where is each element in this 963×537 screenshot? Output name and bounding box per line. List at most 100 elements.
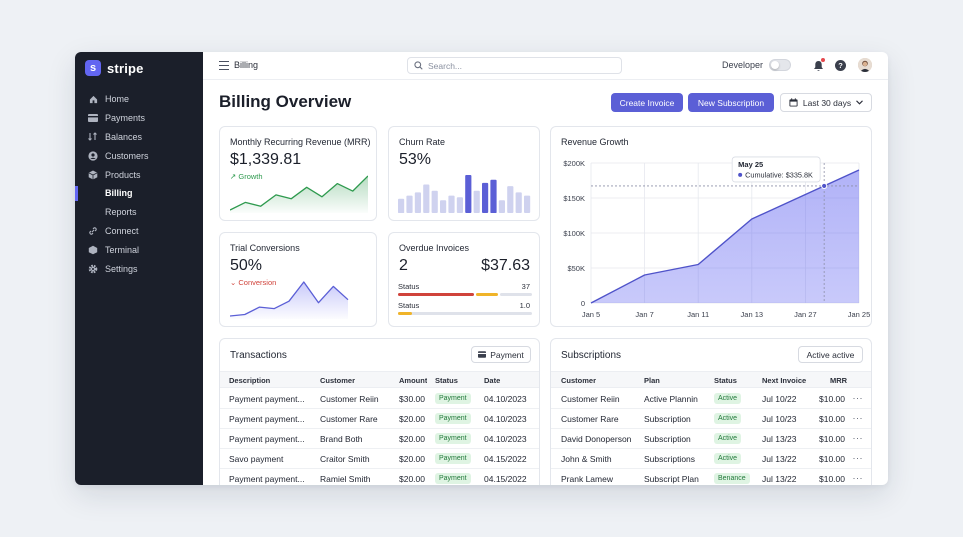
description-cell: Payment payment... [229,434,305,444]
description-cell: Payment payment... [229,414,305,424]
column-header[interactable]: Customer [561,376,597,385]
notifications-button[interactable] [813,58,825,77]
column-header[interactable]: MRR [830,376,848,385]
status-badge: Active [714,433,742,444]
sidebar-item-customers[interactable]: Customers [75,146,203,165]
churn-bar [482,182,489,213]
developer-toggle[interactable] [769,59,791,71]
more-options-icon[interactable]: ··· [852,413,863,423]
new-subscription-button[interactable]: New Subscription [688,93,774,112]
sidebar-item-billing[interactable]: Billing [75,184,203,203]
sidebar-item-products[interactable]: Products [75,165,203,184]
subscriptions-title: Subscriptions [561,350,622,361]
table-row[interactable]: Payment payment... Customer Reiin $30.00 Pa… [220,389,539,409]
next-invoice-cell: Jul 10/23 [762,414,797,424]
table-row[interactable]: David Donoperson Subscription Active Jul 13… [551,429,871,449]
sidebar-item-terminal[interactable]: Terminal [75,240,203,259]
column-header[interactable]: Amount [399,376,428,385]
table-row[interactable]: Prank Lamew Subscript Plan Benance Jul 13/2… [551,469,871,485]
table-row[interactable]: Customer Reiin Active Plannin Active Jul 10… [551,389,871,409]
payment-filter-button[interactable]: Payment [471,346,531,363]
churn-bar [524,195,531,213]
amount-cell: $30.00 [399,394,425,404]
sidebar-item-connect[interactable]: Connect [75,222,203,241]
churn-card[interactable]: Churn Rate 53% [388,126,540,221]
table-row[interactable]: Customer Rare Subscription Active Jul 10/23… [551,409,871,429]
x-tick-label: Jan 5 [582,310,600,319]
table-row[interactable]: Payment payment... Ramiel Smith $20.00 Paym… [220,469,539,485]
chevron-down-icon: ⌄ [230,278,239,287]
create-invoice-button[interactable]: Create Invoice [611,93,683,112]
sidebar-item-payments[interactable]: Payments [75,109,203,128]
sidebar-item-label: Home [105,94,130,105]
search-input[interactable]: Search... [407,57,622,74]
table-row[interactable]: Payment payment... Customer Rare $20.00 Pay… [220,409,539,429]
hover-point[interactable] [821,182,828,190]
mrr-sparkline-area [230,176,368,213]
sidebar-item-home[interactable]: Home [75,90,203,109]
date-cell: 04.15/2022 [484,454,527,464]
status-badge: Active [714,413,742,424]
column-header[interactable]: Next Invoice [762,376,807,385]
trial-card[interactable]: Trial Conversions 50% ⌄ Conversion [219,232,377,327]
status-badge: Benance [714,473,750,484]
more-options-icon[interactable]: ··· [852,453,863,463]
more-options-icon[interactable]: ··· [852,393,863,403]
column-header[interactable]: Status [714,376,737,385]
mrr-card[interactable]: Monthly Recurring Revenue (MRR) $1,339.8… [219,126,377,221]
help-icon[interactable]: ? [835,60,846,71]
customer-cell: David Donoperson [561,434,632,444]
sidebar-item-label: Settings [105,263,138,274]
column-header[interactable]: Plan [644,376,660,385]
sidebar-item-settings[interactable]: Settings [75,259,203,278]
status-progress-bar [398,293,532,296]
sidebar-item-label: Terminal [105,244,140,255]
box-icon [88,170,98,180]
plan-cell: Subscriptions [644,454,696,464]
search-placeholder: Search... [428,60,463,71]
status-badge: Payment [435,433,471,444]
tooltip-date: May 25 [738,160,763,169]
more-options-icon[interactable]: ··· [852,473,863,483]
y-tick-label: $50K [567,264,585,273]
overdue-card[interactable]: Overdue Invoices 2 $37.63 Status 37 Stat… [388,232,540,327]
avatar[interactable] [858,58,872,72]
column-header[interactable]: Customer [320,376,356,385]
churn-bar [406,195,413,213]
customer-cell: Customer Rare [561,414,619,424]
churn-bar [515,192,522,213]
mrr-cell: $10.00 [819,454,845,464]
column-header[interactable]: Status [435,376,458,385]
date-cell: 04.10/2023 [484,434,527,444]
next-invoice-cell: Jul 13/22 [762,474,797,484]
stripe-logo: s [85,60,101,76]
customer-cell: Ramiel Smith [320,474,371,484]
sidebar-item-label: Customers [105,150,149,161]
column-header[interactable]: Date [484,376,501,385]
table-row[interactable]: Savo payment Craitor Smith $20.00 Payment 04… [220,449,539,469]
date-cell: 04.15/2022 [484,474,527,484]
sidebar-item-label: Connect [105,225,139,236]
revenue-line [590,169,860,304]
home-icon [88,94,98,104]
sidebar-item-reports[interactable]: Reports [75,203,203,222]
customer-cell: John & Smith [561,454,612,464]
active-filter-button[interactable]: Active active [798,346,863,363]
revenue-growth-card[interactable]: Revenue Growth $200K $150K $100K $50K 0 Jan 5… [550,126,872,327]
column-header[interactable]: Description [229,376,271,385]
status-value: 1.0 [519,301,530,310]
description-cell: Payment payment... [229,394,305,404]
brand[interactable]: s stripe [85,60,144,76]
menu-icon[interactable] [219,61,229,70]
sidebar-item-balances[interactable]: Balances [75,128,203,147]
mrr-trend-label: Growth [238,172,263,181]
sidebar-item-label: Products [105,169,141,180]
date-range-select[interactable]: Last 30 days [780,93,872,112]
customer-cell: Brand Both [320,434,363,444]
table-row[interactable]: Payment payment... Brand Both $20.00 Paymen… [220,429,539,449]
next-invoice-cell: Jul 13/22 [762,454,797,464]
trial-trend-label: Conversion [238,278,277,287]
sidebar-nav: Home Payments Balances Customers Product… [75,90,203,278]
table-row[interactable]: John & Smith Subscriptions Active Jul 13/22… [551,449,871,469]
more-options-icon[interactable]: ··· [852,433,863,443]
